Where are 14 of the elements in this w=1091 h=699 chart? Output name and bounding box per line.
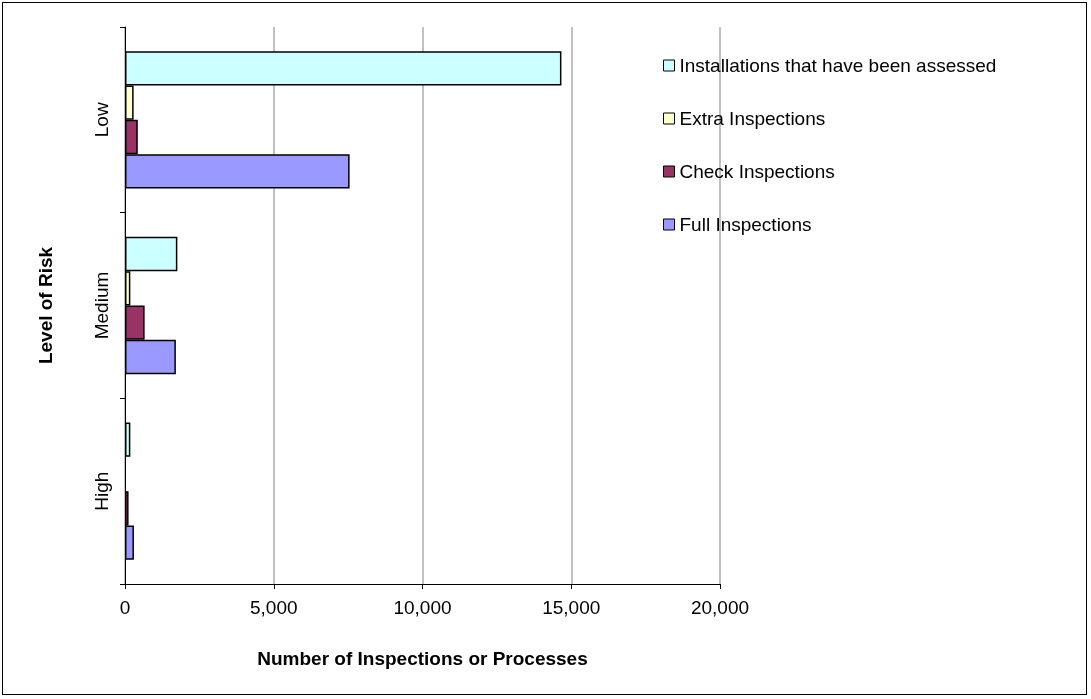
legend-label: Extra Inspections — [679, 108, 826, 129]
x-tick-label: 10,000 — [393, 597, 452, 618]
y-tick-label: Medium — [91, 271, 112, 340]
x-tick-label: 20,000 — [690, 597, 750, 618]
legend-label: Full Inspections — [679, 214, 812, 235]
x-tick-label: 0 — [119, 597, 131, 618]
x-tick-label: 5,000 — [249, 597, 298, 618]
legend-label: Installations that have been assessed — [679, 55, 997, 76]
y-axis-title: Level of Risk — [35, 246, 56, 365]
legend-label: Check Inspections — [679, 161, 835, 182]
y-tick-label: Low — [91, 102, 112, 138]
y-tick-label: High — [91, 471, 112, 511]
x-axis-title: Number of Inspections or Processes — [257, 648, 588, 669]
x-tick-label: 15,000 — [542, 597, 601, 618]
